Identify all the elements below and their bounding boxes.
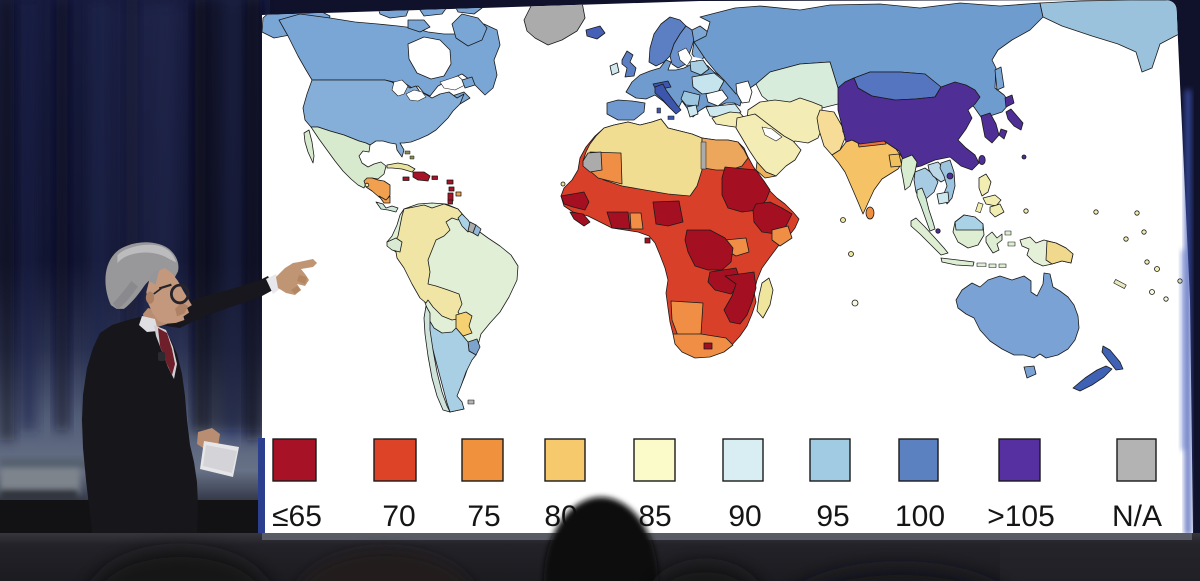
svg-text:≤65: ≤65 xyxy=(272,500,322,533)
svg-text:>105: >105 xyxy=(987,500,1055,533)
svg-text:70: 70 xyxy=(382,500,415,533)
svg-text:95: 95 xyxy=(816,500,849,533)
svg-text:100: 100 xyxy=(895,500,945,533)
svg-text:75: 75 xyxy=(467,500,500,533)
svg-text:N/A: N/A xyxy=(1112,500,1162,533)
svg-text:90: 90 xyxy=(728,500,761,533)
